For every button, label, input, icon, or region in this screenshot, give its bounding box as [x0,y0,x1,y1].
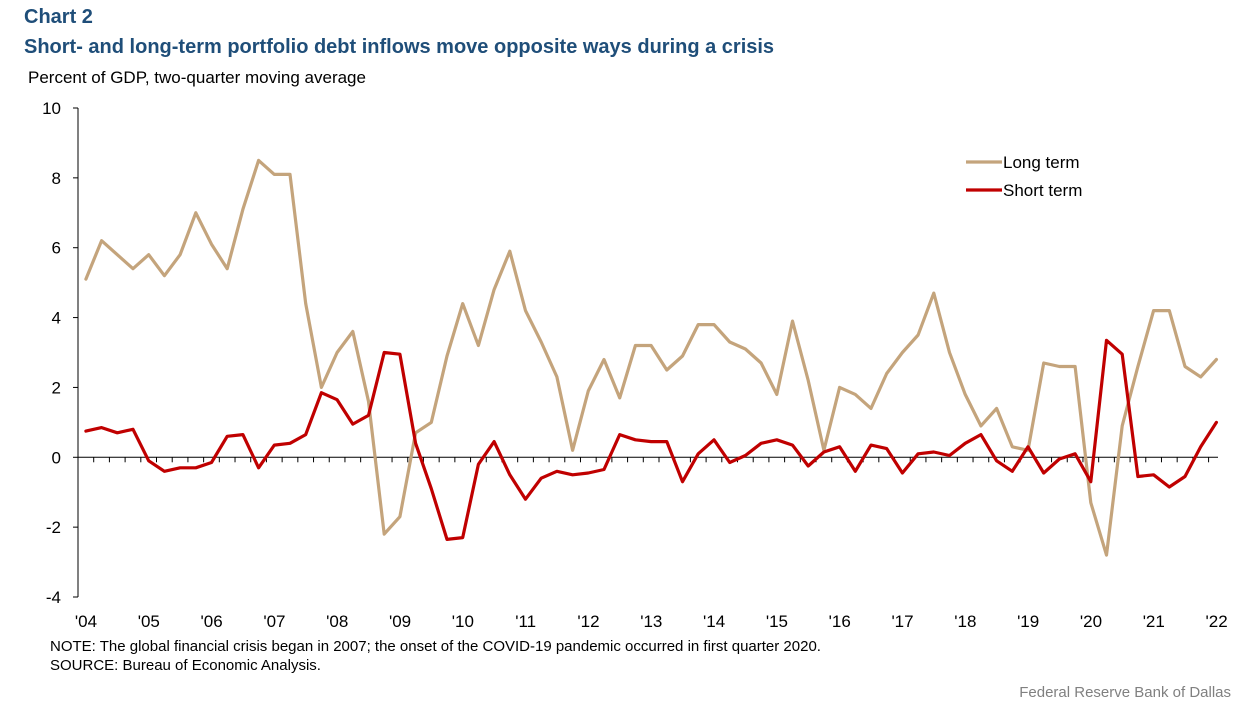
x-tick-label: '20 [1080,612,1102,631]
x-tick-label: '17 [891,612,913,631]
x-tick-label: '07 [263,612,285,631]
x-tick-label: '12 [577,612,599,631]
series-line-short-term [84,338,1219,542]
x-tick-label: '10 [452,612,474,631]
y-tick-label: 6 [52,239,61,258]
y-tick-label: -2 [46,518,61,537]
x-axis: '04 '05 '06 '07 '08 '09 '10 '11 '12 '13 '14 '15 '16 '… [75,456,1228,631]
chart-subtitle: Percent of GDP, two-quarter moving avera… [28,68,366,87]
x-tick-label: '11 [515,612,536,631]
y-tick-label: 2 [52,378,61,397]
y-tick-label: 10 [42,99,61,118]
chart-label: Chart 2 [24,6,93,28]
x-tick-label: '05 [138,612,160,631]
series-line-long-term [84,158,1219,557]
chart-note: NOTE: The global financial crisis began … [50,638,821,655]
x-tick-label: '04 [75,612,97,631]
x-tick-label: '13 [640,612,662,631]
x-tick-label: '21 [1143,612,1165,631]
y-tick-label: -4 [46,588,61,607]
x-tick-label: '06 [201,612,223,631]
chart-credit: Federal Reserve Bank of Dallas [1019,684,1231,701]
x-tick-label: '08 [326,612,348,631]
x-tick-label: '14 [703,612,725,631]
y-tick-label: 4 [52,309,61,328]
legend-label-long-term: Long term [1003,153,1080,172]
x-tick-label: '09 [389,612,411,631]
x-tick-label: '15 [766,612,788,631]
legend-label-short-term: Short term [1003,181,1082,200]
legend: Long term Short term [966,153,1082,200]
chart-title: Short- and long-term portfolio debt infl… [24,36,775,58]
x-tick-label: '18 [954,612,976,631]
x-tick-label: '16 [829,612,851,631]
y-axis: -4 -2 0 2 4 6 8 10 [42,99,79,607]
chart-source: SOURCE: Bureau of Economic Analysis. [50,657,321,674]
y-tick-label: 0 [52,448,61,467]
series-layer [84,158,1219,557]
y-tick-label: 8 [52,169,61,188]
x-tick-label: '19 [1017,612,1039,631]
x-tick-label: '22 [1206,612,1228,631]
